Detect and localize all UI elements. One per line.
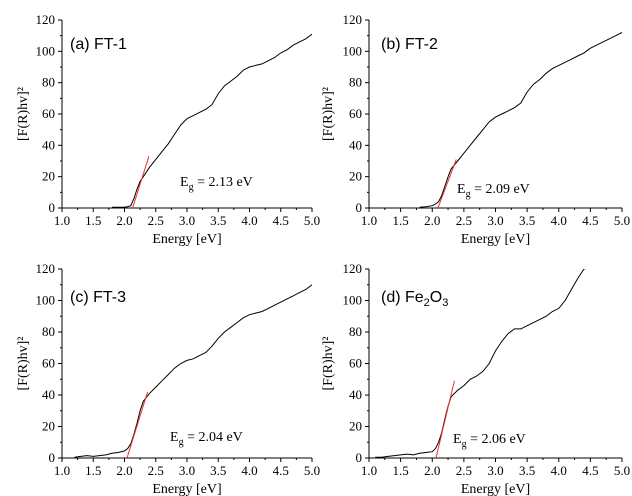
- y-tick-label: 20: [42, 169, 55, 184]
- x-tick-label: 2.0: [116, 213, 132, 228]
- y-tick-label: 0: [49, 450, 56, 465]
- x-tick-label: 5.0: [304, 213, 320, 228]
- panel-label: (d) Fe2O3: [381, 289, 448, 309]
- x-axis-label: Energy [eV]: [152, 482, 221, 496]
- x-tick-label: 3.5: [210, 213, 226, 228]
- x-tick-label: 2.5: [456, 463, 472, 478]
- x-tick-label: 1.5: [393, 213, 409, 228]
- x-tick-label: 1.0: [54, 213, 70, 228]
- x-tick-label: 1.5: [85, 213, 101, 228]
- y-tick-label: 60: [42, 356, 55, 371]
- y-tick-label: 120: [36, 12, 56, 27]
- x-tick-label: 5.0: [614, 213, 630, 228]
- y-tick-label: 80: [349, 324, 362, 339]
- x-tick-label: 1.5: [393, 463, 409, 478]
- chart-panel-4: 1.0 1.5 2.0 2.5 3.0 3.5 4.0 4.5 5.0 0 20 40 60 80 100 1…: [321, 261, 630, 496]
- x-tick-label: 4.0: [551, 463, 567, 478]
- chart-panel-1: 1.0 1.5 2.0 2.5 3.0 3.5 4.0 4.5 5.0 0 20 40 60 80 100 1…: [16, 12, 320, 247]
- x-tick-label: 1.0: [361, 463, 377, 478]
- x-tick-label: 3.0: [179, 463, 195, 478]
- band-gap-annotation: Eg = 2.06 eV: [453, 432, 526, 450]
- y-tick-label: 100: [36, 293, 56, 308]
- x-tick-label: 4.5: [273, 463, 289, 478]
- y-tick-label: 0: [49, 200, 56, 215]
- x-tick-label: 3.5: [519, 213, 535, 228]
- y-tick-label: 120: [343, 12, 363, 27]
- tauc-fit-line: [132, 156, 150, 208]
- tauc-fit-line: [435, 380, 455, 458]
- x-tick-label: 4.5: [582, 213, 598, 228]
- y-tick-label: 80: [42, 324, 55, 339]
- y-tick-label: 100: [36, 43, 56, 58]
- chart-panel-3: 1.0 1.5 2.0 2.5 3.0 3.5 4.0 4.5 5.0 0 20 40 60 80 100 1…: [16, 261, 320, 496]
- band-gap-annotation: Eg = 2.13 eV: [180, 175, 253, 193]
- y-tick-label: 100: [343, 43, 363, 58]
- tauc-fit-line: [126, 391, 149, 458]
- y-tick-label: 80: [42, 75, 55, 90]
- absorption-curve: [375, 269, 587, 458]
- x-axis-label: Energy [eV]: [461, 232, 530, 247]
- chart-panel-2: 1.0 1.5 2.0 2.5 3.0 3.5 4.0 4.5 5.0 0 20 40 60 80 100 1…: [321, 12, 630, 247]
- y-tick-label: 40: [42, 137, 55, 152]
- y-tick-label: 40: [349, 387, 362, 402]
- y-tick-label: 80: [349, 75, 362, 90]
- x-tick-label: 4.0: [551, 213, 567, 228]
- x-tick-label: 4.5: [273, 213, 289, 228]
- panel-label: (c) FT-3: [70, 289, 126, 306]
- x-tick-label: 3.0: [487, 213, 503, 228]
- x-tick-label: 2.0: [424, 463, 440, 478]
- tauc-fit-line: [437, 159, 457, 208]
- x-tick-label: 3.5: [519, 463, 535, 478]
- x-tick-label: 3.5: [210, 463, 226, 478]
- x-tick-label: 4.5: [582, 463, 598, 478]
- y-tick-label: 60: [42, 106, 55, 121]
- x-axis-label: Energy [eV]: [461, 482, 530, 496]
- y-tick-label: 20: [42, 419, 55, 434]
- x-tick-label: 2.0: [116, 463, 132, 478]
- x-tick-label: 1.5: [85, 463, 101, 478]
- y-axis-label: [F(R)hv]²: [16, 87, 31, 141]
- y-tick-label: 40: [349, 137, 362, 152]
- x-tick-label: 2.5: [456, 213, 472, 228]
- absorption-curve: [419, 32, 622, 208]
- panel-label: (a) FT-1: [70, 36, 127, 53]
- band-gap-annotation: Eg = 2.09 eV: [457, 182, 530, 200]
- x-axis-label: Energy [eV]: [152, 232, 221, 247]
- x-tick-label: 5.0: [614, 463, 630, 478]
- y-tick-label: 40: [42, 387, 55, 402]
- y-tick-label: 100: [343, 293, 363, 308]
- x-tick-label: 2.5: [148, 213, 164, 228]
- x-tick-label: 4.0: [241, 213, 257, 228]
- y-tick-label: 0: [356, 200, 363, 215]
- x-tick-label: 3.0: [179, 213, 195, 228]
- panel-label: (b) FT-2: [381, 36, 438, 53]
- absorption-curve: [74, 284, 312, 458]
- y-tick-label: 120: [36, 261, 56, 276]
- x-tick-label: 1.0: [361, 213, 377, 228]
- y-tick-label: 0: [356, 450, 363, 465]
- y-tick-label: 120: [343, 261, 363, 276]
- y-tick-label: 20: [349, 419, 362, 434]
- x-tick-label: 2.0: [424, 213, 440, 228]
- y-axis-label: [F(R)hv]²: [321, 87, 336, 141]
- y-tick-label: 60: [349, 356, 362, 371]
- y-axis-label: [F(R)hv]²: [16, 337, 31, 391]
- y-tick-label: 60: [349, 106, 362, 121]
- x-tick-label: 3.0: [487, 463, 503, 478]
- absorption-curve: [112, 33, 312, 208]
- x-tick-label: 2.5: [148, 463, 164, 478]
- y-tick-label: 20: [349, 169, 362, 184]
- band-gap-annotation: Eg = 2.04 eV: [170, 430, 243, 448]
- y-axis-label: [F(R)hv]²: [321, 337, 336, 391]
- x-tick-label: 1.0: [54, 463, 70, 478]
- x-tick-label: 4.0: [241, 463, 257, 478]
- x-tick-label: 5.0: [304, 463, 320, 478]
